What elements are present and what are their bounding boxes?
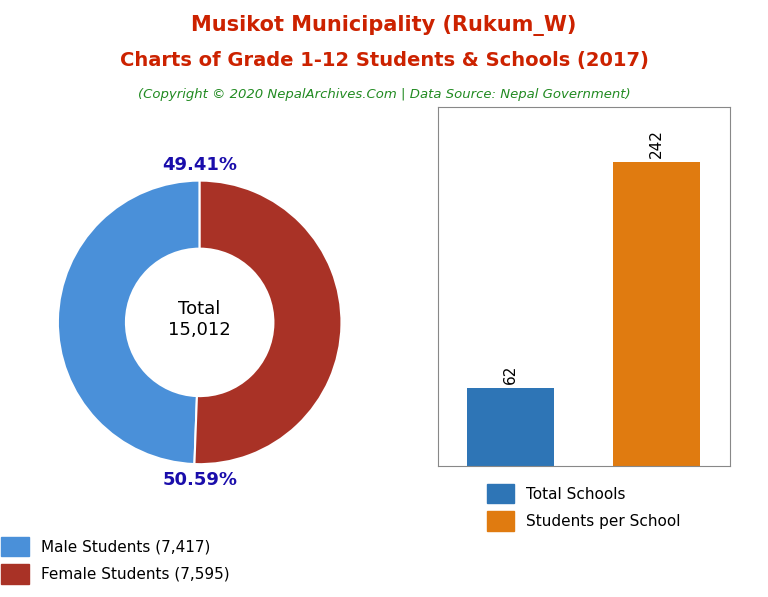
Text: Total
15,012: Total 15,012 xyxy=(168,300,231,339)
Legend: Male Students (7,417), Female Students (7,595): Male Students (7,417), Female Students (… xyxy=(0,529,237,591)
Text: 50.59%: 50.59% xyxy=(162,471,237,490)
Bar xyxy=(613,162,700,466)
Text: 62: 62 xyxy=(503,365,518,384)
Wedge shape xyxy=(194,181,342,464)
Legend: Total Schools, Students per School: Total Schools, Students per School xyxy=(481,478,687,537)
Bar xyxy=(467,388,554,466)
Text: 49.41%: 49.41% xyxy=(162,155,237,174)
Text: Musikot Municipality (Rukum_W): Musikot Municipality (Rukum_W) xyxy=(191,15,577,36)
Text: (Copyright © 2020 NepalArchives.Com | Data Source: Nepal Government): (Copyright © 2020 NepalArchives.Com | Da… xyxy=(137,88,631,101)
Text: 242: 242 xyxy=(649,130,664,158)
Wedge shape xyxy=(58,181,200,464)
Text: Charts of Grade 1-12 Students & Schools (2017): Charts of Grade 1-12 Students & Schools … xyxy=(120,51,648,70)
